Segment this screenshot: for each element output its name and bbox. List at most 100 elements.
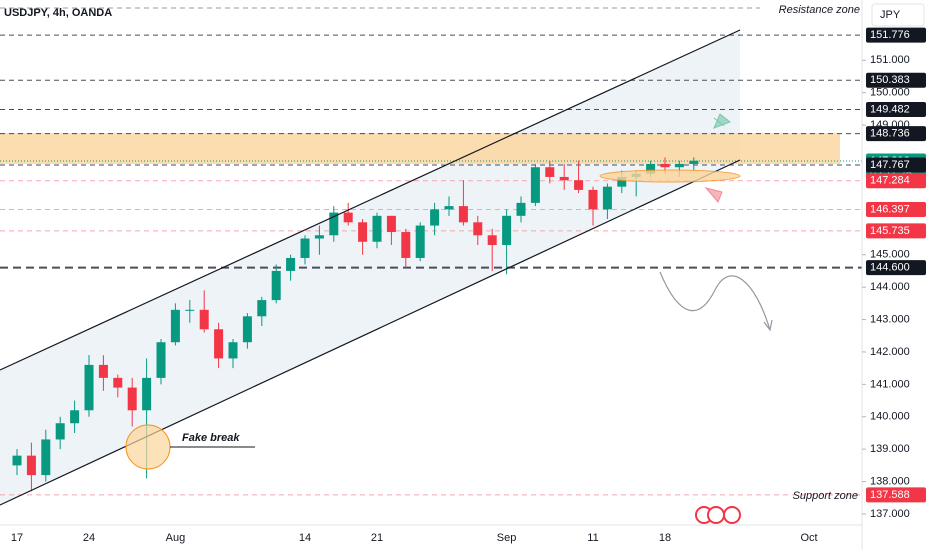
candle-body	[199, 309, 209, 330]
level-label-box	[866, 27, 926, 43]
y-tick-label: 137.000	[870, 508, 910, 520]
projection-arrow	[659, 271, 773, 332]
candle-body	[487, 235, 497, 245]
channel-upper	[0, 29, 741, 371]
candle-body	[372, 215, 382, 242]
candle-body	[314, 235, 324, 239]
x-tick-label: Aug	[166, 532, 186, 544]
candle-body	[257, 300, 267, 317]
level-label: 150.383	[870, 74, 910, 86]
level-label: 147.767	[870, 159, 910, 171]
x-tick-label: 14	[299, 532, 311, 544]
y-tick-label: 145.000	[870, 249, 910, 261]
level-label: 147.284	[870, 175, 910, 187]
x-tick-label: 21	[371, 532, 383, 544]
level-label: 146.397	[870, 203, 910, 215]
level-label-box	[866, 260, 926, 276]
y-tick-label: 141.000	[870, 378, 910, 390]
level-label-box	[866, 126, 926, 142]
candle-body	[185, 309, 195, 311]
candle-body	[444, 206, 454, 210]
candle-body	[156, 342, 166, 378]
candle-body	[127, 387, 137, 411]
event-icon[interactable]	[723, 506, 741, 524]
y-tick-label: 144.000	[870, 281, 910, 293]
x-tick-label: 24	[83, 532, 95, 544]
candle-body	[142, 377, 152, 411]
candle-body	[386, 215, 396, 233]
candle-body	[602, 186, 612, 210]
currency[interactable]: JPY	[880, 9, 901, 21]
candle-body	[170, 309, 180, 343]
annotation: Fake break	[182, 432, 240, 444]
candle-body	[300, 238, 310, 258]
level-label-box	[866, 157, 926, 173]
channel-lower	[0, 159, 741, 506]
candle-body	[329, 212, 339, 236]
candle-body	[228, 342, 238, 359]
candle-body	[242, 316, 252, 343]
event-icon[interactable]	[707, 506, 725, 524]
annotation: Resistance zone	[779, 4, 860, 16]
y-tick-label: 140.000	[870, 411, 910, 423]
candle-body	[84, 364, 94, 411]
level-label: 137.588	[870, 489, 910, 501]
up-arrow	[713, 113, 731, 129]
candle-body	[41, 439, 51, 476]
x-tick-label: 18	[659, 532, 671, 544]
candle-body	[286, 257, 296, 271]
level-label-box	[866, 223, 926, 239]
candle-body	[55, 423, 65, 440]
level-label: 149.482	[870, 103, 910, 115]
candle-body	[473, 222, 483, 236]
level-label: 145.735	[870, 225, 910, 237]
currency-box[interactable]	[871, 3, 925, 27]
candle-body	[26, 455, 36, 476]
chart-title: USDJPY, 4h, OANDA	[4, 7, 112, 19]
y-tick-label: 143.000	[870, 313, 910, 325]
candle-body	[358, 222, 368, 242]
candle-body	[530, 167, 540, 203]
candle-body	[617, 176, 627, 187]
candle-body	[674, 163, 684, 168]
candle-body	[12, 455, 22, 466]
event-icons[interactable]	[695, 506, 741, 524]
candle-body	[458, 206, 468, 223]
levels	[0, 34, 862, 496]
candle-body	[545, 167, 555, 177]
candle-body	[98, 364, 108, 378]
candle-body	[430, 209, 440, 226]
x-tick-label: 11	[587, 532, 598, 544]
y-tick-label: 138.000	[870, 475, 910, 487]
candle-body	[646, 163, 656, 174]
level-label: 151.776	[870, 29, 910, 41]
y-tick-label: 150.000	[870, 87, 910, 99]
candle-body	[689, 160, 699, 164]
candle-body	[502, 215, 512, 245]
x-tick-label: Sep	[497, 532, 517, 544]
level-label: 144.600	[870, 262, 910, 274]
candle-body	[70, 410, 80, 424]
candle-body	[415, 225, 425, 258]
y-tick-label: 142.000	[870, 346, 910, 358]
annotation: Support zone	[793, 490, 858, 502]
candle-body	[574, 180, 584, 190]
fake-break-circle	[125, 424, 171, 470]
y-tick-label: 151.000	[870, 54, 910, 66]
level-label-box	[866, 201, 926, 217]
candles	[12, 157, 699, 492]
marked-zone	[599, 169, 741, 183]
level-label-box	[866, 173, 926, 189]
level-label-box	[866, 72, 926, 88]
candle-body	[401, 232, 411, 258]
candle-body	[343, 212, 353, 223]
down-arrow	[704, 187, 723, 203]
candle-body	[660, 163, 670, 168]
candle-body	[588, 189, 598, 210]
x-tick-label: Oct	[800, 532, 817, 544]
level-label-box	[866, 487, 926, 503]
resistance-band	[0, 133, 840, 164]
candle-body	[271, 270, 281, 301]
